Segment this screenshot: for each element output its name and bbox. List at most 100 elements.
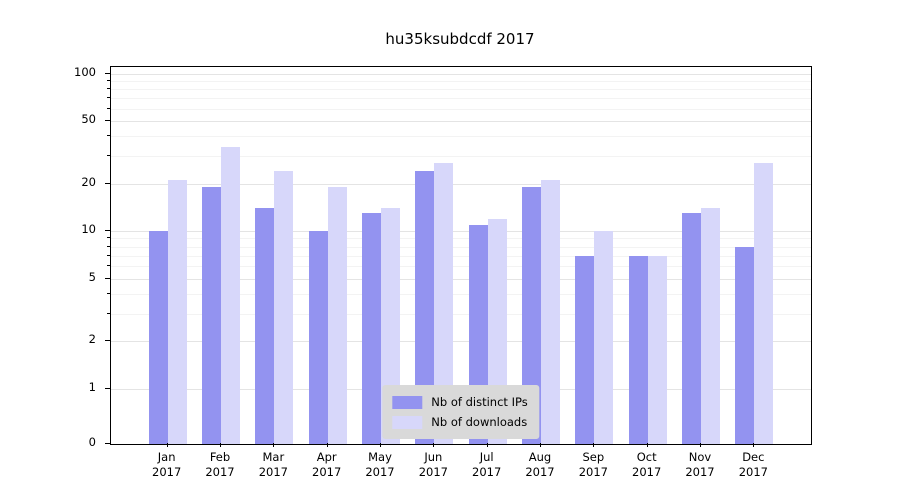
major-gridline [111, 231, 811, 233]
x-tick-year: 2017 [258, 465, 288, 479]
y-tick-label: 10 [81, 222, 96, 237]
y-minor-tick-mark [107, 237, 110, 239]
y-tick-label: 100 [74, 64, 96, 79]
x-tick-mark [540, 443, 541, 447]
legend-label: Nb of distinct IPs [431, 395, 528, 409]
minor-gridline [111, 255, 811, 257]
x-tick-month: Sep [582, 450, 605, 464]
bar-distinct-ips [628, 255, 648, 444]
minor-gridline [111, 88, 811, 90]
y-minor-tick-mark [107, 135, 110, 137]
y-minor-tick-mark [107, 79, 110, 81]
minor-gridline [111, 246, 811, 248]
minor-gridline [111, 294, 811, 295]
y-minor-tick-mark [107, 245, 110, 247]
x-tick-month: Jun [424, 450, 443, 464]
x-tick-month: Apr [316, 450, 337, 464]
bar-downloads [274, 171, 294, 444]
legend: Nb of distinct IPs Nb of downloads [382, 385, 540, 439]
x-tick-label: Mar 2017 [243, 450, 303, 480]
x-tick-year: 2017 [418, 465, 448, 479]
y-tick-label: 2 [88, 332, 96, 347]
bar-downloads [434, 163, 454, 444]
x-tick-mark [220, 443, 221, 447]
minor-gridline [111, 266, 811, 268]
major-gridline [111, 73, 811, 75]
minor-gridline [111, 136, 811, 138]
x-tick-year: 2017 [632, 465, 662, 479]
x-tick-month: Jul [479, 450, 494, 464]
minor-gridline [111, 238, 811, 240]
x-tick-mark [753, 443, 755, 447]
y-tick-label: 1 [88, 379, 96, 394]
x-tick-month: Oct [636, 450, 657, 464]
x-tick-label: Jan 2017 [137, 450, 197, 480]
bar-downloads [167, 180, 187, 444]
bar-downloads [327, 187, 347, 444]
y-tick-label: 20 [81, 174, 96, 189]
bar-distinct-ips [682, 213, 701, 444]
bar-distinct-ips [308, 231, 328, 444]
legend-swatch-distinct-ips [392, 395, 423, 409]
bar-downloads [647, 255, 667, 444]
x-tick-mark [486, 443, 488, 447]
x-tick-label: May 2017 [350, 450, 410, 480]
bar-distinct-ips [148, 231, 168, 444]
y-tick-mark [105, 387, 110, 389]
y-tick-mark [105, 120, 110, 121]
y-tick-mark [105, 230, 110, 232]
y-tick-mark [105, 182, 110, 184]
bar-downloads [701, 208, 720, 444]
bar-distinct-ips [255, 208, 275, 444]
major-gridline [111, 183, 811, 185]
x-tick-month: Dec [742, 450, 765, 464]
y-minor-tick-mark [107, 312, 110, 314]
x-tick-label: Apr 2017 [297, 450, 357, 480]
x-tick-year: 2017 [472, 465, 502, 479]
legend-label: Nb of downloads [431, 415, 528, 429]
y-tick-label: 0 [88, 435, 96, 449]
x-tick-mark [646, 443, 648, 447]
x-tick-mark [593, 443, 595, 447]
x-tick-month: May [368, 450, 392, 464]
x-tick-year: 2017 [365, 465, 395, 479]
x-tick-year: 2017 [685, 465, 715, 479]
x-tick-year: 2017 [525, 465, 555, 479]
y-tick-mark [105, 443, 110, 444]
y-tick-mark [105, 277, 110, 279]
x-tick-label: Feb 2017 [190, 450, 250, 480]
bar-downloads [541, 180, 560, 444]
x-tick-month: Jan [157, 450, 176, 464]
x-tick-mark [273, 443, 275, 447]
x-tick-label: Sep 2017 [563, 450, 623, 480]
bar-distinct-ips [522, 187, 541, 444]
chart-title: hu35ksubdcdf 2017 [385, 30, 535, 48]
y-minor-tick-mark [107, 87, 110, 89]
bar-downloads [221, 147, 240, 444]
x-tick-month: Nov [688, 450, 712, 464]
x-tick-year: 2017 [738, 465, 768, 479]
bar-distinct-ips [415, 171, 435, 444]
x-tick-label: Dec 2017 [723, 450, 783, 480]
minor-gridline [111, 313, 811, 315]
x-tick-month: Aug [528, 450, 552, 464]
y-tick-mark [105, 72, 110, 74]
minor-gridline [111, 108, 811, 110]
bar-downloads [754, 163, 774, 444]
bar-distinct-ips [202, 187, 221, 444]
y-tick-label: 5 [88, 269, 96, 284]
x-tick-year: 2017 [578, 465, 608, 479]
bar-distinct-ips [575, 255, 595, 444]
bar-downloads [594, 231, 614, 444]
y-minor-tick-mark [107, 107, 110, 109]
y-minor-tick-mark [107, 96, 110, 98]
minor-gridline [111, 155, 811, 157]
y-minor-tick-mark [107, 293, 110, 294]
x-tick-year: 2017 [312, 465, 342, 479]
legend-item: Nb of downloads [392, 412, 527, 432]
x-tick-label: Jun 2017 [403, 450, 463, 480]
y-tick-mark [105, 340, 110, 342]
y-minor-tick-mark [107, 154, 110, 156]
plot-area: Nb of distinct IPs Nb of downloads [110, 66, 812, 445]
